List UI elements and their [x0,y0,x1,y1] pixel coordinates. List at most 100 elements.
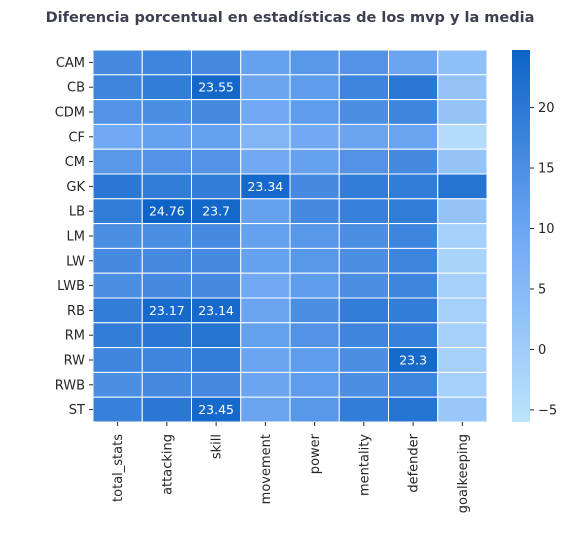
cell-rw-movement [240,347,291,373]
cell-cam-total-stats [92,49,143,76]
cell-cm-power [289,148,340,175]
cell-lwb-goalkeeping [437,272,488,299]
cell-cm-movement [240,148,291,175]
cell-rm-defender [388,322,439,349]
cell-lw-defender [388,247,439,274]
colorbar-tick-label: 0 [538,343,546,358]
cell-rm-goalkeeping [437,322,488,349]
cell-rb-mentality [338,297,389,324]
cell-cb-goalkeeping [437,74,488,101]
cell-cm-total-stats [92,148,143,175]
cell-cam-mentality [338,49,389,76]
cell-cf-skill [191,123,242,150]
row-tick-label: CAM [56,56,85,71]
cell-lb-power [289,198,340,225]
row-tick-label: LM [67,230,85,245]
cell-rwb-attacking [141,371,192,398]
cell-annotation: 23.7 [202,204,230,219]
colorbar-tick-label: 10 [538,222,555,237]
cell-lwb-total-stats [92,272,143,299]
cell-annotation: 23.3 [399,353,427,368]
row-tick-label: CB [67,81,85,96]
column-tick-label: goalkeeping [456,434,471,513]
colorbar-tick-label: −5 [538,403,557,418]
colorbar-tick-label: 20 [538,101,555,116]
cell-cdm-defender [388,99,439,125]
cell-st-skill [191,396,242,423]
colorbar: −5 0 5 10 15 20 [512,50,557,422]
cell-cdm-movement [240,99,291,125]
cell-rw-mentality [338,347,389,373]
cell-lm-total-stats [92,223,143,249]
colorbar-tick-label: 15 [538,162,555,177]
cell-cam-goalkeeping [437,49,488,76]
cell-lw-movement [240,247,291,274]
cell-rw-total-stats [92,347,143,373]
cell-cb-attacking [141,74,192,101]
column-tick-label: mentality [357,434,372,496]
cell-gk-movement [240,173,291,200]
row-tick-label: GK [66,180,85,195]
cell-cf-attacking [141,123,192,150]
cell-rw-goalkeeping [437,347,488,373]
cell-lb-goalkeeping [437,198,488,225]
cell-lb-movement [240,198,291,225]
row-tick-labels: CAM CB CDM CF CM GK LB LM LW LWB RB RM RW RWB ST [55,56,93,418]
cell-cb-power [289,74,340,101]
colorbar-gradient [512,50,530,422]
cell-cam-movement [240,49,291,76]
cell-cf-goalkeeping [437,123,488,150]
row-tick-label: LW [66,254,85,269]
cell-rwb-mentality [338,371,389,398]
cell-cdm-mentality [338,99,389,125]
cell-cm-goalkeeping [437,148,488,175]
cell-st-total-stats [92,396,143,423]
cell-rwb-defender [388,371,439,398]
cell-cm-attacking [141,148,192,175]
cell-cb-mentality [338,74,389,101]
cell-lb-mentality [338,198,389,225]
column-tick-label: total_stats [111,434,126,502]
row-tick-label: RWB [55,378,85,393]
column-tick-labels: total_stats attacking skill movement power me… [111,422,471,513]
row-tick-label: RM [65,329,85,344]
cell-rb-defender [388,297,439,324]
cell-lm-movement [240,223,291,249]
cell-gk-mentality [338,173,389,200]
cell-lwb-attacking [141,272,192,299]
column-tick-label: attacking [160,434,175,495]
cell-cf-mentality [338,123,389,150]
cell-lm-power [289,223,340,249]
cell-rb-movement [240,297,291,324]
heatmap-cells [92,49,488,423]
cell-annotation: 23.34 [247,179,283,194]
cell-rm-power [289,322,340,349]
cell-rwb-power [289,371,340,398]
cell-lwb-skill [191,272,242,299]
cell-cdm-skill [191,99,242,125]
cell-st-movement [240,396,291,423]
cell-rw-power [289,347,340,373]
column-tick-label: skill [210,434,225,459]
cell-lwb-defender [388,272,439,299]
cell-lm-defender [388,223,439,249]
cell-lw-skill [191,247,242,274]
cell-rb-total-stats [92,297,143,324]
cell-cf-defender [388,123,439,150]
cell-lw-power [289,247,340,274]
cell-rwb-skill [191,371,242,398]
cell-rm-skill [191,322,242,349]
cell-lwb-movement [240,272,291,299]
cell-rb-skill [191,297,242,324]
cell-cdm-power [289,99,340,125]
cell-st-mentality [338,396,389,423]
column-tick-label: defender [407,433,422,492]
cell-annotation: 23.14 [198,303,234,318]
cell-annotation: 23.55 [198,80,234,95]
cell-cf-total-stats [92,123,143,150]
cell-cdm-total-stats [92,99,143,125]
cell-cf-power [289,123,340,150]
cell-cf-movement [240,123,291,150]
cell-lm-mentality [338,223,389,249]
